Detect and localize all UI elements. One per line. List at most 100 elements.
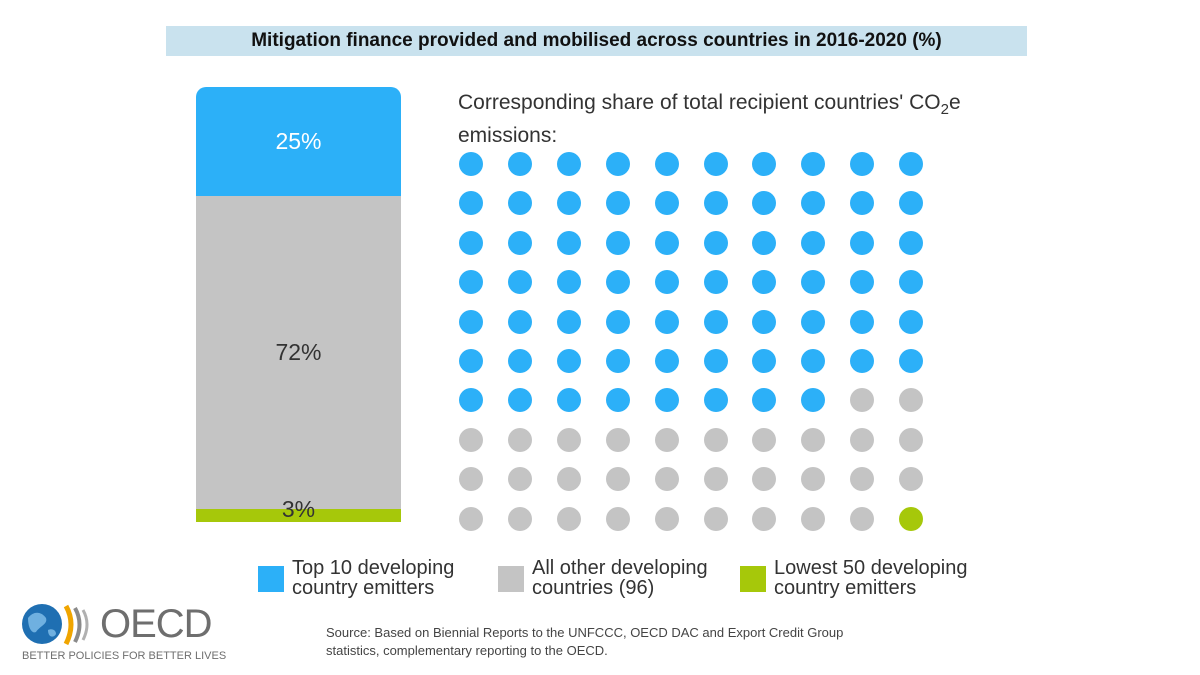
- waffle-dot-top10: [704, 349, 728, 373]
- waffle-dot-top10: [606, 310, 630, 334]
- oecd-globe-icon: [22, 604, 89, 646]
- waffle-dot-top10: [801, 349, 825, 373]
- waffle-dot-top10: [899, 310, 923, 334]
- waffle-dot-other: [557, 507, 581, 531]
- waffle-dot-top10: [459, 231, 483, 255]
- source-note: Source: Based on Biennial Reports to the…: [326, 624, 926, 660]
- oecd-tagline: BETTER POLICIES FOR BETTER LIVES: [22, 650, 227, 662]
- legend-label-other-line1: All other developing: [532, 557, 708, 579]
- waffle-dot-top10: [704, 310, 728, 334]
- legend-item-lowest50: Lowest 50 developing country emitters: [740, 558, 967, 598]
- waffle-dot-top10: [508, 152, 532, 176]
- waffle-dot-top10: [508, 310, 532, 334]
- waffle-dot-top10: [606, 349, 630, 373]
- waffle-dot-top10: [801, 231, 825, 255]
- waffle-dot-top10: [508, 231, 532, 255]
- waffle-dot-top10: [459, 191, 483, 215]
- waffle-dot-other: [557, 428, 581, 452]
- waffle-heading-subscript: 2: [940, 101, 949, 118]
- oecd-wordmark: OECD: [100, 602, 213, 646]
- waffle-dot-top10: [459, 152, 483, 176]
- waffle-dot-top10: [899, 231, 923, 255]
- waffle-dot-top10: [899, 270, 923, 294]
- waffle-dot-top10: [606, 152, 630, 176]
- waffle-dot-top10: [704, 152, 728, 176]
- waffle-dot-other: [655, 467, 679, 491]
- waffle-dot-other: [655, 428, 679, 452]
- stacked-bar: 25% 72% 3%: [196, 87, 401, 522]
- bar-label-top10: 25%: [275, 127, 322, 154]
- waffle-dot-other: [899, 467, 923, 491]
- waffle-dot-top10: [655, 349, 679, 373]
- waffle-dot-top10: [508, 388, 532, 412]
- waffle-dot-top10: [801, 191, 825, 215]
- waffle-dot-other: [850, 428, 874, 452]
- waffle-dot-other: [704, 467, 728, 491]
- legend-label-top10-line1: Top 10 developing: [292, 557, 455, 579]
- legend-label-other-line2: countries (96): [532, 577, 655, 599]
- waffle-dot-top10: [704, 270, 728, 294]
- waffle-dot-top10: [508, 191, 532, 215]
- bar-segment-top10: [196, 87, 401, 196]
- waffle-dot-other: [801, 507, 825, 531]
- waffle-dot-other: [899, 388, 923, 412]
- waffle-dot-top10: [459, 270, 483, 294]
- waffle-dot-top10: [850, 270, 874, 294]
- waffle-dot-other: [899, 428, 923, 452]
- waffle-dot-other: [752, 467, 776, 491]
- source-line-1: Source: Based on Biennial Reports to the…: [326, 625, 844, 640]
- waffle-dot-other: [704, 428, 728, 452]
- waffle-dot-top10: [752, 388, 776, 412]
- legend-label-top10-line2: country emitters: [292, 577, 435, 599]
- waffle-dot-other: [752, 428, 776, 452]
- waffle-heading-text-1: Corresponding share of total recipient c…: [458, 91, 941, 114]
- waffle-dot-top10: [606, 191, 630, 215]
- waffle-dot-top10: [655, 310, 679, 334]
- waffle-dot-other: [606, 428, 630, 452]
- waffle-dot-top10: [655, 152, 679, 176]
- chart-title-text: Mitigation finance provided and mobilise…: [251, 30, 942, 51]
- waffle-dot-top10: [850, 191, 874, 215]
- waffle-dot-top10: [704, 388, 728, 412]
- waffle-dot-top10: [557, 231, 581, 255]
- waffle-dot-top10: [752, 349, 776, 373]
- waffle-dot-top10: [606, 270, 630, 294]
- waffle-dot-top10: [752, 191, 776, 215]
- waffle-dot-top10: [704, 191, 728, 215]
- waffle-dot-top10: [557, 388, 581, 412]
- legend-item-top10: Top 10 developing country emitters: [258, 558, 454, 598]
- waffle-dot-top10: [606, 388, 630, 412]
- waffle-dot-top10: [752, 152, 776, 176]
- bar-label-other: 72%: [275, 338, 322, 365]
- waffle-dot-top10: [801, 270, 825, 294]
- waffle-dot-top10: [752, 231, 776, 255]
- waffle-heading: Corresponding share of total recipient c…: [458, 90, 1018, 149]
- legend-label-lowest50: Lowest 50 developing country emitters: [774, 558, 967, 598]
- waffle-dot-other: [752, 507, 776, 531]
- waffle-dot-top10: [704, 231, 728, 255]
- waffle-dot-other: [508, 428, 532, 452]
- waffle-dot-lowest50: [899, 507, 923, 531]
- waffle-dot-top10: [508, 270, 532, 294]
- waffle-dot-top10: [557, 349, 581, 373]
- legend-label-top10: Top 10 developing country emitters: [292, 558, 454, 598]
- waffle-dot-other: [459, 467, 483, 491]
- waffle-dot-other: [459, 428, 483, 452]
- bar-segment-other: [196, 196, 401, 509]
- waffle-dot-other: [606, 507, 630, 531]
- waffle-dot-top10: [752, 310, 776, 334]
- waffle-dot-top10: [850, 152, 874, 176]
- waffle-dot-top10: [899, 152, 923, 176]
- waffle-dot-top10: [459, 310, 483, 334]
- waffle-dot-top10: [850, 349, 874, 373]
- waffle-dot-top10: [606, 231, 630, 255]
- waffle-dot-top10: [655, 191, 679, 215]
- waffle-dot-other: [801, 428, 825, 452]
- waffle-dot-top10: [655, 388, 679, 412]
- waffle-dot-other: [850, 507, 874, 531]
- source-line-2: statistics, complementary reporting to t…: [326, 643, 608, 658]
- waffle-dot-other: [508, 507, 532, 531]
- bar-segment-lowest50: [196, 509, 401, 522]
- waffle-dot-top10: [557, 191, 581, 215]
- legend-item-other: All other developing countries (96): [498, 558, 708, 598]
